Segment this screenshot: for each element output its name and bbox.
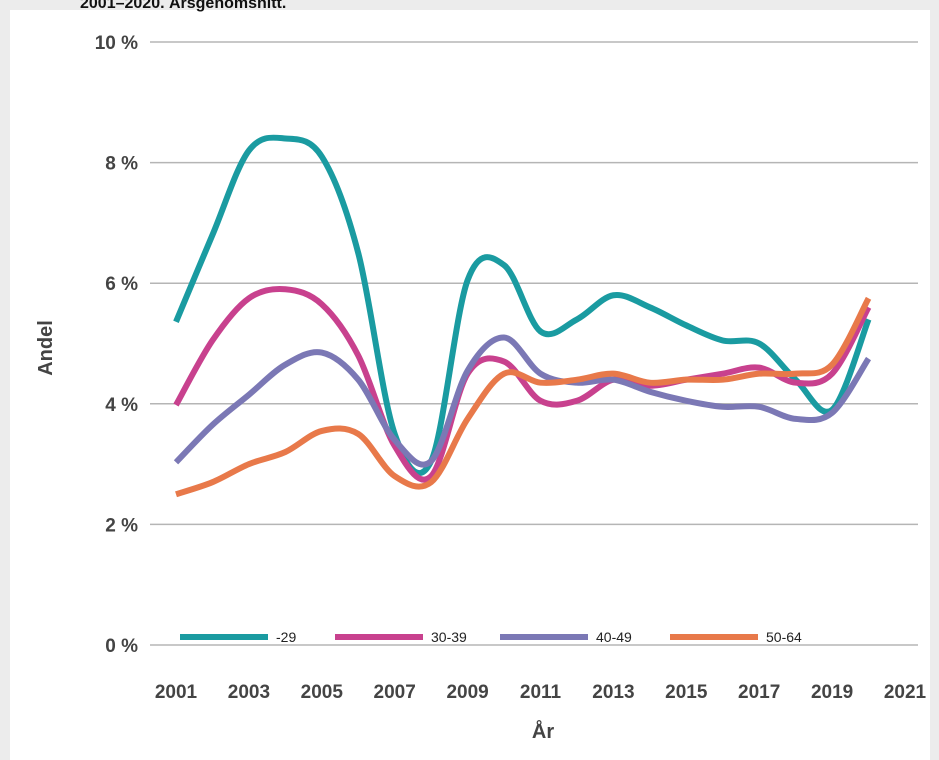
y-tick-label: 10 % [95,33,138,54]
series-line [173,334,872,468]
legend-label: 40-49 [596,629,632,645]
x-axis-label: År [532,719,554,743]
x-tick-label: 2007 [374,682,416,703]
x-tick-label: 2009 [446,682,488,703]
x-tick-label: 2005 [301,682,344,703]
x-tick-label: 2015 [665,682,708,703]
y-tick-label: 2 % [105,515,138,536]
series-line [173,285,872,483]
legend-label: 50-64 [766,629,802,645]
y-tick-label: 0 % [105,636,138,657]
legend-label: 30-39 [431,629,467,645]
series-line [175,296,872,498]
legend-label: -29 [276,629,296,645]
chart-title: 2001–2020. Årsgenomsnitt. [80,0,286,12]
y-tick-label: 8 % [105,154,138,175]
series-line [173,134,872,477]
y-tick-label: 4 % [105,395,138,416]
x-tick-label: 2011 [520,682,562,703]
x-tick-label: 2019 [811,682,853,703]
x-tick-label: 2013 [592,682,634,703]
x-tick-label: 2021 [884,682,927,703]
x-tick-label: 2017 [738,682,780,703]
x-tick-label: 2003 [228,682,270,703]
y-tick-label: 6 % [105,274,138,295]
x-tick-label: 2001 [155,682,198,703]
chart-panel [10,10,930,760]
y-axis-label: Andel [35,320,57,376]
